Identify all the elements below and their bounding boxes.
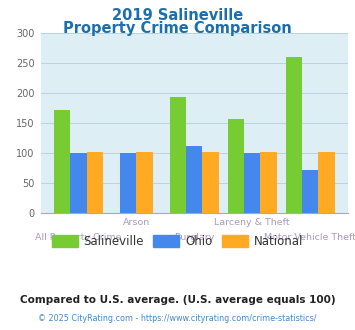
Bar [244, 153, 261, 213]
Text: Compared to U.S. average. (U.S. average equals 100): Compared to U.S. average. (U.S. average … [20, 295, 335, 305]
Text: All Property Crime: All Property Crime [35, 233, 122, 242]
Text: 2019 Salineville: 2019 Salineville [112, 8, 243, 23]
Text: Burglary: Burglary [174, 233, 214, 242]
Bar [120, 153, 136, 213]
Bar [186, 146, 202, 213]
Bar [202, 152, 219, 213]
Text: Property Crime Comparison: Property Crime Comparison [63, 21, 292, 36]
Text: © 2025 CityRating.com - https://www.cityrating.com/crime-statistics/: © 2025 CityRating.com - https://www.city… [38, 314, 317, 323]
Bar [302, 170, 318, 213]
Bar [318, 152, 334, 213]
Bar [261, 152, 277, 213]
Bar [70, 153, 87, 213]
Text: Motor Vehicle Theft: Motor Vehicle Theft [264, 233, 355, 242]
Bar [87, 152, 103, 213]
Legend: Salineville, Ohio, National: Salineville, Ohio, National [47, 231, 308, 253]
Bar [170, 97, 186, 213]
Bar [228, 119, 244, 213]
Bar [136, 152, 153, 213]
Text: Larceny & Theft: Larceny & Theft [214, 218, 290, 227]
Text: Arson: Arson [123, 218, 150, 227]
Bar [54, 110, 70, 213]
Bar [286, 57, 302, 213]
